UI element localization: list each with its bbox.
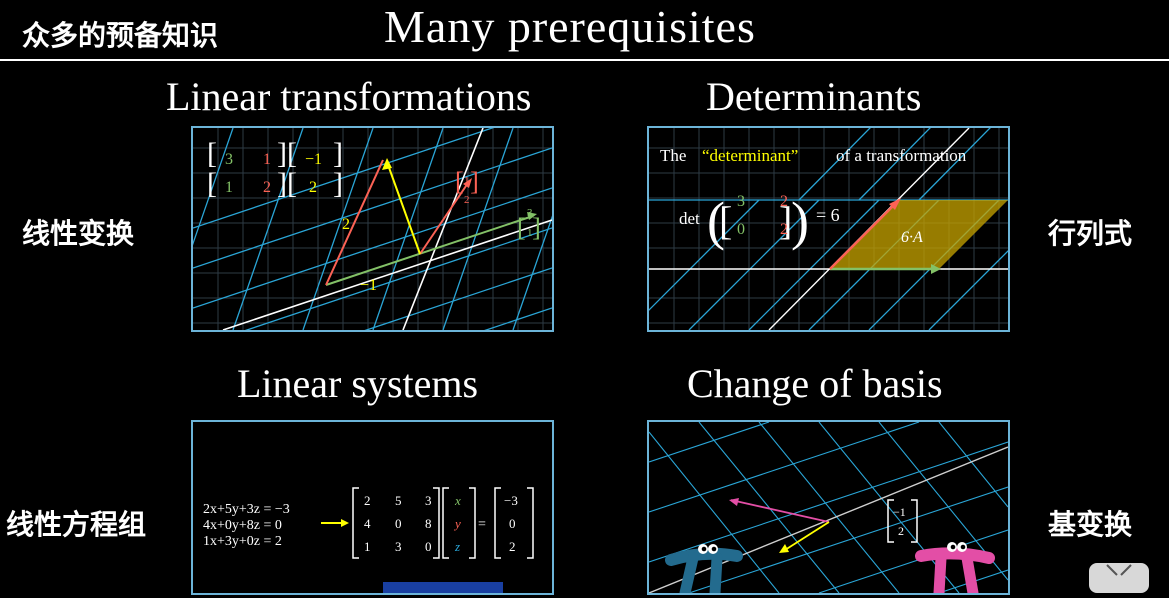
cob-vector-yellow (784, 521, 830, 551)
lt-matrix-d: 2 (263, 179, 271, 196)
lt-scalar-a: 2 (342, 216, 350, 233)
lt-matrix-a: 3 (225, 151, 233, 168)
player-widget-icon[interactable] (1089, 563, 1149, 593)
ls-equation-2: 4x+0y+8z = 0 (203, 518, 282, 533)
cob-vector-y: 2 (898, 524, 904, 538)
determinants-title: Determinants (706, 74, 922, 119)
det-area-label: 6·A (901, 229, 923, 246)
pi-creature-pink-icon (915, 542, 995, 593)
change-of-basis-panel: −1 2 (647, 420, 1010, 595)
ls-rhs-2: 0 (509, 516, 516, 531)
linear-transformations-title: Linear transformations (166, 74, 532, 119)
ls-equation-3: 1x+3y+0z = 2 (203, 534, 282, 549)
svg-text:][: ][ (277, 137, 297, 170)
lt-vector-y: 2 (309, 179, 317, 196)
change-of-basis-diagram: −1 2 (649, 422, 1008, 593)
linear-systems-diagram: 2x+5y+3z = −3 4x+0y+8z = 0 1x+3y+0z = 2 … (203, 487, 534, 593)
determinants-panel: The “determinant” of a transformation de… (647, 126, 1010, 332)
det-result: = 6 (816, 205, 840, 225)
det-caption-highlight: “determinant” (702, 146, 798, 165)
svg-text:]: ] (779, 198, 792, 243)
det-caption-after: of a transformation (836, 146, 967, 165)
svg-text:]: ] (333, 137, 343, 170)
linear-systems-title: Linear systems (237, 361, 479, 406)
svg-text:(: ( (707, 191, 725, 251)
linear-transformations-diagram: [ ][ ] [ ][ ] 3 1 1 2 −1 2 [ ] 1 2 [ ] 3… (193, 128, 552, 330)
ls-matrix-11: 2 (364, 493, 371, 508)
svg-text:[: [ (207, 167, 217, 200)
vector-red-2 (419, 182, 469, 255)
tv-icon (1106, 564, 1132, 576)
transformed-y-axis (402, 128, 484, 330)
det-label: det (679, 209, 700, 228)
change-of-basis-title: Change of basis (687, 361, 943, 406)
svg-text:]: ] (333, 167, 343, 200)
linear-transformations-label-zh: 线性变换 (22, 217, 135, 250)
ls-rhs-3: 2 (509, 539, 516, 554)
change-of-basis-label-zh: 基变换 (1048, 508, 1133, 541)
vector-red (325, 159, 384, 286)
lt-matrix-c: 1 (225, 179, 233, 196)
lt-result-y: 2 (464, 194, 470, 206)
ls-matrix-31: 1 (364, 539, 371, 554)
lt-matrix-b: 1 (263, 151, 271, 168)
det-matrix-a: 3 (737, 193, 745, 210)
svg-text:][: ][ (277, 167, 297, 200)
svg-text:[ ]: [ ] (517, 213, 541, 242)
linear-transformations-panel: [ ][ ] [ ][ ] 3 1 1 2 −1 2 [ ] 1 2 [ ] 3… (191, 126, 554, 332)
ls-matrix-32: 3 (395, 539, 402, 554)
det-matrix-c: 0 (737, 221, 745, 238)
ls-var-y: y (453, 516, 461, 531)
svg-text:[: [ (207, 137, 217, 170)
ls-matrix-21: 4 (364, 516, 371, 531)
ls-var-z: z (454, 539, 460, 554)
determinants-diagram: The “determinant” of a transformation de… (649, 128, 1008, 330)
ls-equals: = (478, 517, 486, 532)
lt-basis-y: 1 (527, 227, 533, 239)
lt-scalar-b: −1 (360, 277, 377, 294)
pi-creature-teal-icon (665, 544, 743, 593)
ls-equation-1: 2x+5y+3z = −3 (203, 502, 290, 517)
header-title-zh: 众多的预备知识 (22, 19, 219, 52)
lt-result-x: 1 (464, 175, 470, 187)
ls-var-x: x (454, 493, 461, 508)
svg-text:): ) (791, 191, 809, 251)
lt-basis-x: 3 (527, 207, 533, 219)
vector-yellow (386, 161, 421, 255)
linear-systems-panel: 2x+5y+3z = −3 4x+0y+8z = 0 1x+3y+0z = 2 … (191, 420, 554, 595)
cob-vector-x: −1 (893, 505, 906, 519)
linear-systems-label-zh: 线性方程组 (6, 508, 147, 541)
det-caption-before: The (660, 146, 686, 165)
det-matrix-d: 2 (780, 221, 788, 238)
ls-matrix-12: 5 (395, 493, 402, 508)
svg-text:[ ]: [ ] (455, 167, 479, 196)
ls-matrix-23: 8 (425, 516, 432, 531)
svg-text:[: [ (719, 198, 732, 243)
transformed-x-axis (222, 219, 552, 330)
ls-matrix-33: 0 (425, 539, 432, 554)
lt-vector-x: −1 (305, 151, 322, 168)
header-title-en: Many prerequisites (384, 1, 756, 52)
ls-matrix-22: 0 (395, 516, 402, 531)
cob-vector-pink (730, 499, 830, 523)
determinants-label-zh: 行列式 (1048, 217, 1133, 250)
determinant-area (830, 200, 1008, 269)
det-matrix-b: 2 (780, 193, 788, 210)
ls-rhs-1: −3 (504, 493, 518, 508)
header-divider (0, 59, 1169, 61)
basis-vector-green (325, 215, 534, 286)
ls-matrix-13: 3 (425, 493, 432, 508)
